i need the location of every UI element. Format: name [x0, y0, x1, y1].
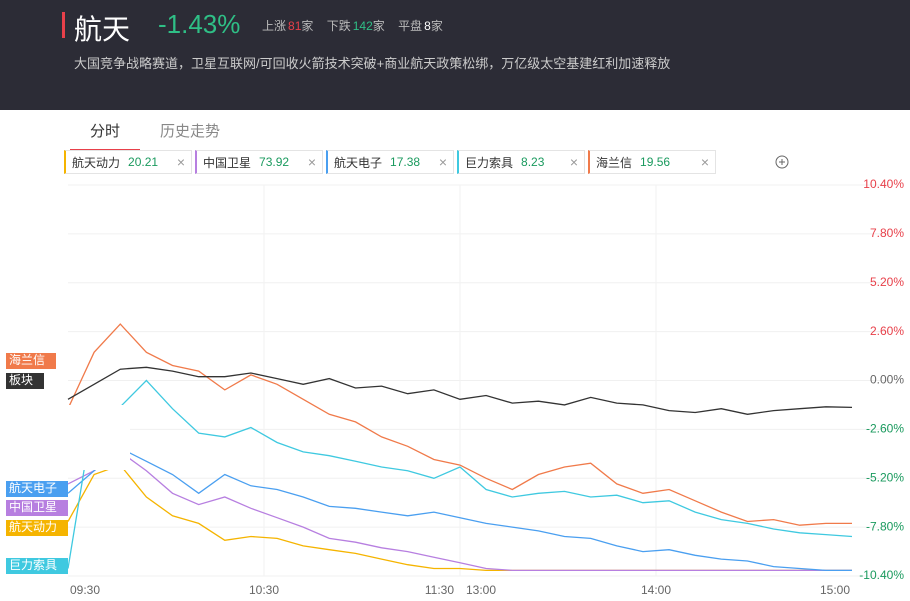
chips: 航天动力 20.21 × 中国卫星 73.92 × 航天电子 17.38 × 巨力索具 8.23 × 海… [64, 150, 716, 174]
series-tag [6, 353, 56, 369]
series-line [67, 366, 853, 415]
series-tag-label: 中国卫星 [9, 499, 57, 514]
series-tag [6, 520, 68, 536]
y-tick-label: 7.80% [870, 226, 904, 240]
add-icon [779, 159, 785, 165]
stock-chip: 航天电子 17.38 × [326, 150, 454, 174]
series-tag-label: 巨力索具 [9, 558, 57, 572]
chip-name: 中国卫星 [203, 155, 252, 170]
remove[interactable]: × [438, 154, 447, 170]
flat-label: 平盘 [398, 19, 423, 33]
chip-price: 8.23 [521, 155, 545, 169]
stats: 上涨 81家 下跌 142家 平盘 8家 [262, 17, 443, 34]
x-tick-label: 15:00 [820, 583, 850, 597]
remove[interactable]: × [700, 154, 709, 170]
unit: 家 [430, 19, 443, 33]
series-tag [6, 481, 68, 497]
chip-price: 20.21 [128, 155, 159, 169]
chip-name: 航天动力 [72, 155, 121, 170]
header: 航天 -1.43% 上涨 81家 下跌 142家 平盘 8家 大国竞争战略赛道，卫星互… [0, 0, 910, 110]
series-line [67, 464, 852, 572]
y-tick-label: -7.80% [866, 519, 904, 533]
up-count: 81 [288, 19, 302, 33]
y-tick-label: 2.60% [870, 324, 904, 338]
x-tick-label: 10:30 [249, 583, 279, 597]
add-button[interactable] [775, 155, 789, 169]
description: 大国竞争战略赛道，卫星互联网/可回收火箭技术突破+商业航天政策松绑，万亿级太空基… [74, 56, 671, 71]
series-tag-label: 航天电子 [9, 480, 57, 495]
chip-name: 巨力索具 [465, 155, 514, 170]
series-tag [6, 558, 68, 574]
mask [7, 405, 130, 470]
stock-chip: 中国卫星 73.92 × [195, 150, 323, 174]
series-tag [6, 373, 44, 389]
accent [62, 12, 65, 38]
stock-chip: 海兰信 19.56 × [588, 150, 716, 174]
chip-name: 海兰信 [596, 155, 633, 170]
y-tick-label: 10.40% [863, 177, 904, 191]
x-tick-label: 13:00 [466, 583, 496, 597]
series-line [67, 323, 852, 526]
series-tag-label: 板块 [9, 373, 33, 387]
y-tick-label: -2.60% [866, 422, 904, 436]
series-tag-label: 海兰信 [9, 352, 45, 367]
chip-price: 19.56 [640, 155, 671, 169]
tabs: 分时 历史走势 [70, 112, 240, 151]
y-tick-label: 5.20% [870, 275, 904, 289]
tab[interactable]: 历史走势 [160, 123, 221, 140]
stock-chip: 巨力索具 8.23 × [457, 150, 585, 174]
stock-chip: 航天动力 20.21 × [64, 150, 192, 174]
series-line [67, 447, 852, 572]
x-tick-label: 14:00 [641, 583, 671, 597]
series-tag-label: 航天动力 [9, 519, 57, 534]
y-tick-label: 0.00% [870, 373, 904, 387]
remove[interactable]: × [307, 154, 316, 170]
remove[interactable]: × [569, 154, 578, 170]
up-label: 上涨 [262, 19, 287, 33]
x-tick-label: 09:30 [70, 583, 100, 597]
remove[interactable]: × [176, 154, 185, 170]
series-tag [6, 500, 68, 516]
flat-count: 8 [424, 19, 431, 33]
x-tick-label: 11:30 [425, 583, 454, 597]
unit: 家 [301, 19, 314, 33]
y-tick-label: -10.40% [859, 568, 904, 582]
down-label: 下跌 [326, 19, 351, 33]
chip-price: 17.38 [390, 155, 421, 169]
chip-price: 73.92 [259, 155, 290, 169]
series-line [67, 379, 853, 569]
chip-name: 航天电子 [334, 155, 383, 170]
y-tick-label: -5.20% [866, 470, 904, 484]
down-count: 142 [352, 19, 373, 33]
title: 航天 [74, 14, 131, 45]
unit: 家 [372, 19, 385, 33]
change: -1.43% [158, 9, 241, 39]
series-line [67, 451, 852, 572]
tab[interactable]: 分时 [70, 112, 141, 151]
